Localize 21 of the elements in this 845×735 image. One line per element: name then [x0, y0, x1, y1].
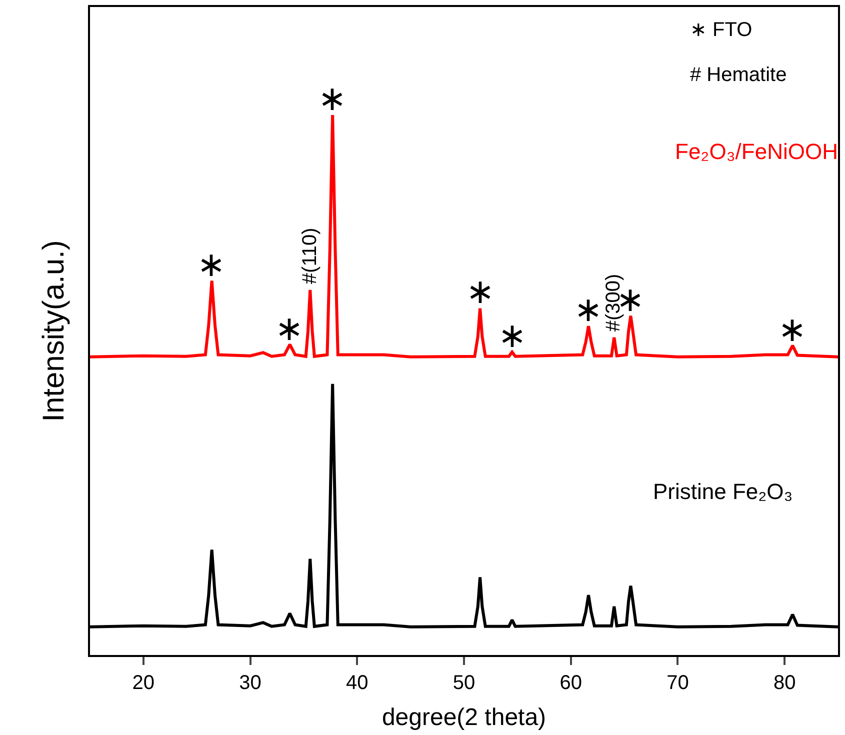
- x-tick-label: 40: [346, 672, 368, 694]
- annotation: ∗: [197, 245, 226, 285]
- x-tick-label: 50: [452, 672, 476, 694]
- text: Pristine Fe₂O₃: [653, 479, 793, 504]
- y-axis-title: Intensity(a.u.): [38, 240, 70, 422]
- x-tick-label: 70: [666, 672, 689, 694]
- text: ∗ FTO: [690, 19, 752, 41]
- text: # Hematite: [690, 64, 787, 86]
- x-tick-label: 80: [773, 672, 796, 694]
- annotation: ∗: [778, 310, 806, 350]
- annotation: #(110): [299, 228, 322, 284]
- x-axis-title: degree(2 theta): [382, 704, 546, 731]
- annotation: ∗: [466, 272, 494, 312]
- text: Fe₂O₃/FeNiOOH: [675, 139, 838, 164]
- x-tick-label: 30: [239, 672, 262, 694]
- x-tick-label: 20: [132, 672, 155, 694]
- annotation: ∗: [318, 79, 346, 119]
- annotation: ∗: [498, 316, 526, 356]
- annotation: ∗: [574, 290, 602, 330]
- annotation: ∗: [275, 309, 304, 349]
- x-tick-label: 60: [560, 672, 582, 694]
